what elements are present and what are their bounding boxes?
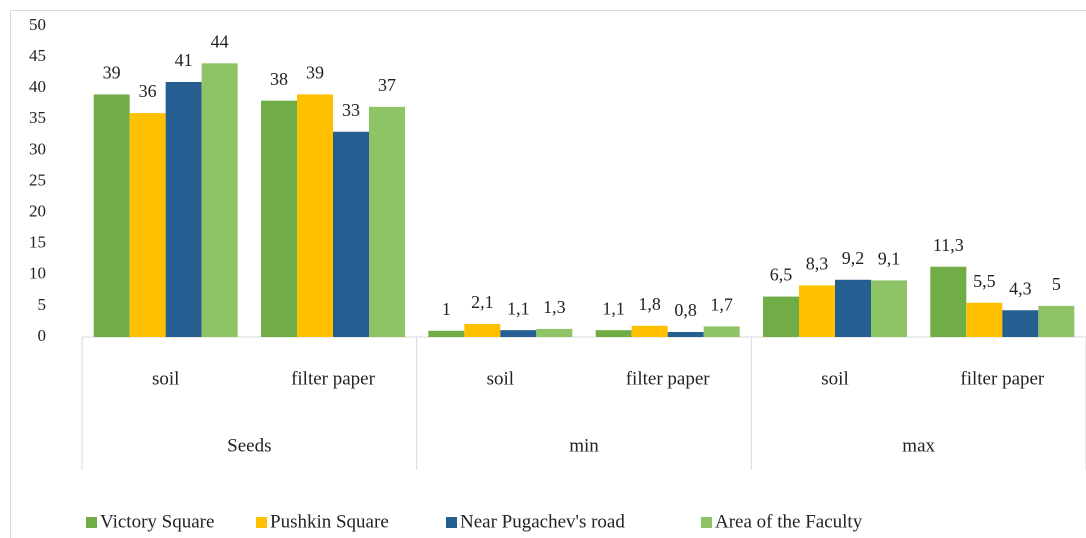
data-label: 2,1 — [471, 292, 494, 312]
bar — [165, 81, 202, 337]
y-tick-label: 50 — [29, 15, 46, 34]
group-label: Seeds — [227, 435, 271, 456]
legend-label: Pushkin Square — [270, 511, 389, 532]
data-label: 1,1 — [507, 298, 530, 318]
data-label: 39 — [103, 63, 121, 83]
data-label: 1 — [442, 299, 451, 319]
data-label: 39 — [306, 63, 324, 83]
data-label: 41 — [175, 50, 193, 70]
data-label: 1,7 — [710, 295, 733, 315]
bar — [129, 113, 166, 337]
legend-swatch — [86, 517, 97, 528]
data-label: 5,5 — [973, 271, 996, 291]
data-label: 8,3 — [806, 253, 829, 273]
data-label: 38 — [270, 69, 288, 89]
data-label: 36 — [139, 81, 157, 101]
data-label: 1,8 — [638, 294, 661, 314]
y-tick-label: 45 — [29, 46, 46, 65]
data-label: 1,1 — [602, 298, 625, 318]
bar — [799, 285, 835, 337]
bar — [1038, 305, 1075, 337]
bar — [703, 326, 740, 337]
bar — [428, 330, 465, 337]
y-tick-label: 10 — [29, 264, 46, 283]
y-tick-label: 15 — [29, 233, 46, 252]
legend-swatch — [256, 517, 267, 528]
legend-swatch — [446, 517, 457, 528]
data-label: 37 — [378, 75, 396, 95]
data-label: 33 — [342, 100, 360, 120]
data-label: 9,1 — [878, 249, 901, 269]
chart-frame — [10, 10, 1086, 538]
x-tick-label: soil — [487, 368, 514, 389]
data-label: 44 — [211, 31, 229, 51]
bar — [536, 328, 573, 337]
x-tick-label: filter paper — [626, 368, 711, 389]
bar — [464, 323, 501, 337]
x-tick-label: soil — [821, 368, 848, 389]
y-tick-label: 30 — [29, 139, 46, 158]
data-label: 11,3 — [933, 235, 964, 255]
data-label: 0,8 — [674, 300, 697, 320]
y-tick-label: 0 — [38, 326, 47, 345]
y-tick-label: 20 — [29, 202, 46, 221]
bar — [1002, 310, 1039, 337]
bar — [763, 296, 799, 337]
x-tick-label: soil — [152, 368, 179, 389]
legend-swatch — [701, 517, 712, 528]
group-label: max — [902, 435, 935, 456]
bar — [930, 266, 967, 337]
legend-label: Victory Square — [100, 511, 214, 532]
bar — [500, 330, 537, 337]
bar — [631, 325, 668, 337]
data-label: 9,2 — [842, 248, 865, 268]
bar — [595, 330, 632, 337]
y-tick-label: 40 — [29, 77, 46, 96]
bar — [835, 279, 871, 337]
legend-label: Near Pugachev's road — [460, 511, 625, 532]
data-label: 1,3 — [543, 297, 566, 317]
y-tick-label: 5 — [38, 295, 47, 314]
y-tick-label: 35 — [29, 108, 46, 127]
group-label: min — [569, 435, 599, 456]
bar — [667, 332, 704, 337]
data-label: 4,3 — [1009, 278, 1032, 298]
bar — [261, 100, 297, 337]
x-tick-label: filter paper — [291, 368, 376, 389]
bar — [966, 302, 1003, 337]
data-label: 5 — [1052, 274, 1061, 294]
x-tick-label: filter paper — [960, 368, 1045, 389]
bar — [871, 280, 907, 337]
bar — [297, 94, 333, 337]
bar — [369, 106, 405, 337]
legend-label: Area of the Faculty — [715, 511, 863, 532]
bar — [201, 63, 238, 337]
bar — [333, 131, 369, 337]
data-label: 6,5 — [770, 265, 793, 285]
bar — [93, 94, 130, 337]
y-tick-label: 25 — [29, 170, 46, 189]
